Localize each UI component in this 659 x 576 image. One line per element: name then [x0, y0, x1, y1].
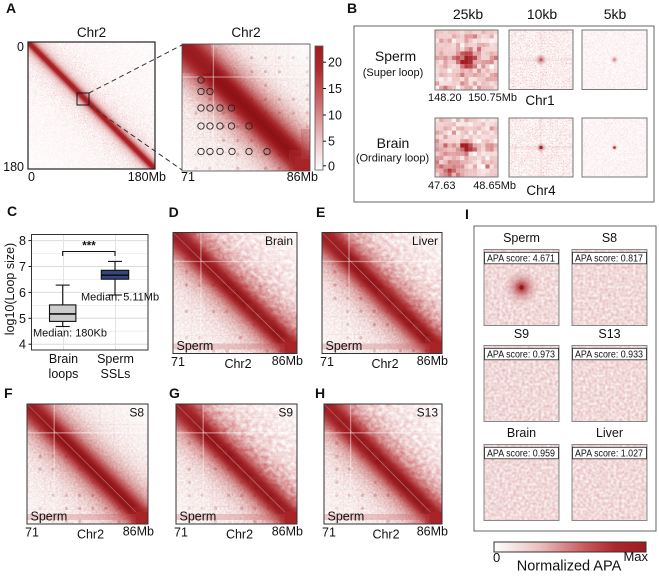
svg-text:APA score: 0.973: APA score: 0.973: [487, 350, 555, 361]
svg-text:Chr2: Chr2: [77, 25, 106, 40]
svg-text:0: 0: [17, 40, 24, 54]
svg-text:Chr2: Chr2: [372, 528, 399, 542]
svg-text:Sperm: Sperm: [328, 510, 365, 524]
svg-text:Median: 5.11Mb: Median: 5.11Mb: [81, 292, 159, 304]
svg-text:APA score: 0.933: APA score: 0.933: [575, 350, 643, 361]
svg-text:71: 71: [322, 526, 336, 540]
svg-text:Sperm: Sperm: [97, 352, 134, 366]
svg-text:Sperm: Sperm: [503, 231, 540, 245]
svg-text:Brain: Brain: [49, 352, 78, 366]
svg-text:Brain: Brain: [265, 234, 293, 248]
svg-text:0: 0: [493, 550, 500, 565]
svg-text:6: 6: [19, 286, 26, 300]
svg-text:180: 180: [3, 160, 24, 174]
svg-text:SSLs: SSLs: [101, 367, 131, 381]
svg-text:86Mb: 86Mb: [272, 525, 303, 539]
svg-text:5kb: 5kb: [604, 6, 627, 22]
svg-text:Chr2: Chr2: [371, 357, 398, 371]
svg-text:Median: 180Kb: Median: 180Kb: [33, 328, 107, 340]
svg-text:S13: S13: [417, 406, 439, 420]
svg-text:86Mb: 86Mb: [123, 525, 154, 539]
svg-text:5: 5: [19, 312, 26, 326]
svg-text:25kb: 25kb: [453, 6, 484, 22]
svg-text:5: 5: [328, 135, 335, 149]
svg-text:F: F: [4, 385, 13, 401]
svg-text:10kb: 10kb: [527, 6, 558, 22]
svg-text:4: 4: [19, 338, 26, 352]
svg-text:Max: Max: [623, 549, 648, 564]
svg-text:15: 15: [328, 82, 342, 96]
svg-text:Chr2: Chr2: [77, 528, 104, 542]
svg-text:Sperm: Sperm: [180, 510, 217, 524]
svg-text:I: I: [465, 206, 469, 222]
svg-text:0: 0: [328, 159, 335, 173]
svg-text:47.63: 47.63: [428, 180, 456, 192]
svg-text:G: G: [169, 385, 180, 401]
svg-text:148.20: 148.20: [428, 92, 462, 104]
svg-text:APA score: 4.671: APA score: 4.671: [487, 254, 555, 265]
svg-text:71: 71: [25, 526, 39, 540]
svg-text:A: A: [6, 0, 16, 16]
svg-text:Brain: Brain: [507, 426, 536, 440]
svg-text:B: B: [347, 0, 357, 16]
svg-text:(Super loop): (Super loop): [363, 67, 424, 79]
svg-text:S9: S9: [514, 327, 529, 341]
svg-text:86Mb: 86Mb: [287, 170, 318, 184]
svg-text:Chr4: Chr4: [526, 183, 556, 198]
svg-text:71: 71: [320, 355, 334, 369]
svg-text:Chr1: Chr1: [525, 93, 554, 108]
svg-text:48.65Mb: 48.65Mb: [473, 180, 516, 192]
svg-text:S13: S13: [598, 327, 620, 341]
svg-text:7: 7: [19, 260, 26, 274]
svg-text:***: ***: [82, 241, 96, 253]
svg-text:APA score: 1.027: APA score: 1.027: [575, 449, 643, 460]
svg-text:Sperm: Sperm: [177, 339, 214, 353]
svg-text:10: 10: [328, 109, 342, 123]
svg-text:0: 0: [28, 170, 35, 184]
svg-text:86Mb: 86Mb: [417, 525, 448, 539]
svg-text:71: 71: [174, 526, 188, 540]
svg-text:S9: S9: [278, 406, 293, 420]
svg-text:86Mb: 86Mb: [272, 354, 303, 368]
svg-text:Chr2: Chr2: [224, 357, 251, 371]
svg-text:(Ordinary loop): (Ordinary loop): [356, 153, 429, 165]
svg-text:Sperm: Sperm: [375, 48, 416, 64]
svg-text:log10(Loop size): log10(Loop size): [3, 243, 17, 335]
svg-text:71: 71: [171, 355, 185, 369]
svg-text:150.75Mb: 150.75Mb: [468, 92, 517, 104]
svg-text:Sperm: Sperm: [31, 510, 68, 524]
svg-text:C: C: [7, 203, 17, 219]
svg-text:APA score: 0.817: APA score: 0.817: [575, 254, 643, 265]
svg-text:D: D: [169, 204, 179, 220]
svg-text:20: 20: [328, 56, 342, 70]
svg-text:Chr2: Chr2: [226, 528, 253, 542]
svg-text:Chr2: Chr2: [231, 25, 260, 40]
svg-text:S8: S8: [602, 231, 617, 245]
svg-text:71: 71: [181, 170, 195, 184]
svg-text:Brain: Brain: [377, 135, 410, 151]
svg-text:E: E: [316, 204, 325, 220]
svg-text:86Mb: 86Mb: [417, 354, 448, 368]
svg-text:Liver: Liver: [412, 234, 438, 248]
svg-text:APA score: 0.959: APA score: 0.959: [487, 449, 555, 460]
svg-text:180Mb: 180Mb: [128, 170, 166, 184]
svg-text:Liver: Liver: [596, 426, 623, 440]
svg-text:Sperm: Sperm: [326, 339, 363, 353]
svg-text:S8: S8: [129, 406, 144, 420]
svg-text:Normalized APA: Normalized APA: [517, 559, 622, 575]
svg-text:loops: loops: [49, 367, 79, 381]
svg-text:8: 8: [19, 234, 26, 248]
svg-text:H: H: [315, 385, 325, 401]
